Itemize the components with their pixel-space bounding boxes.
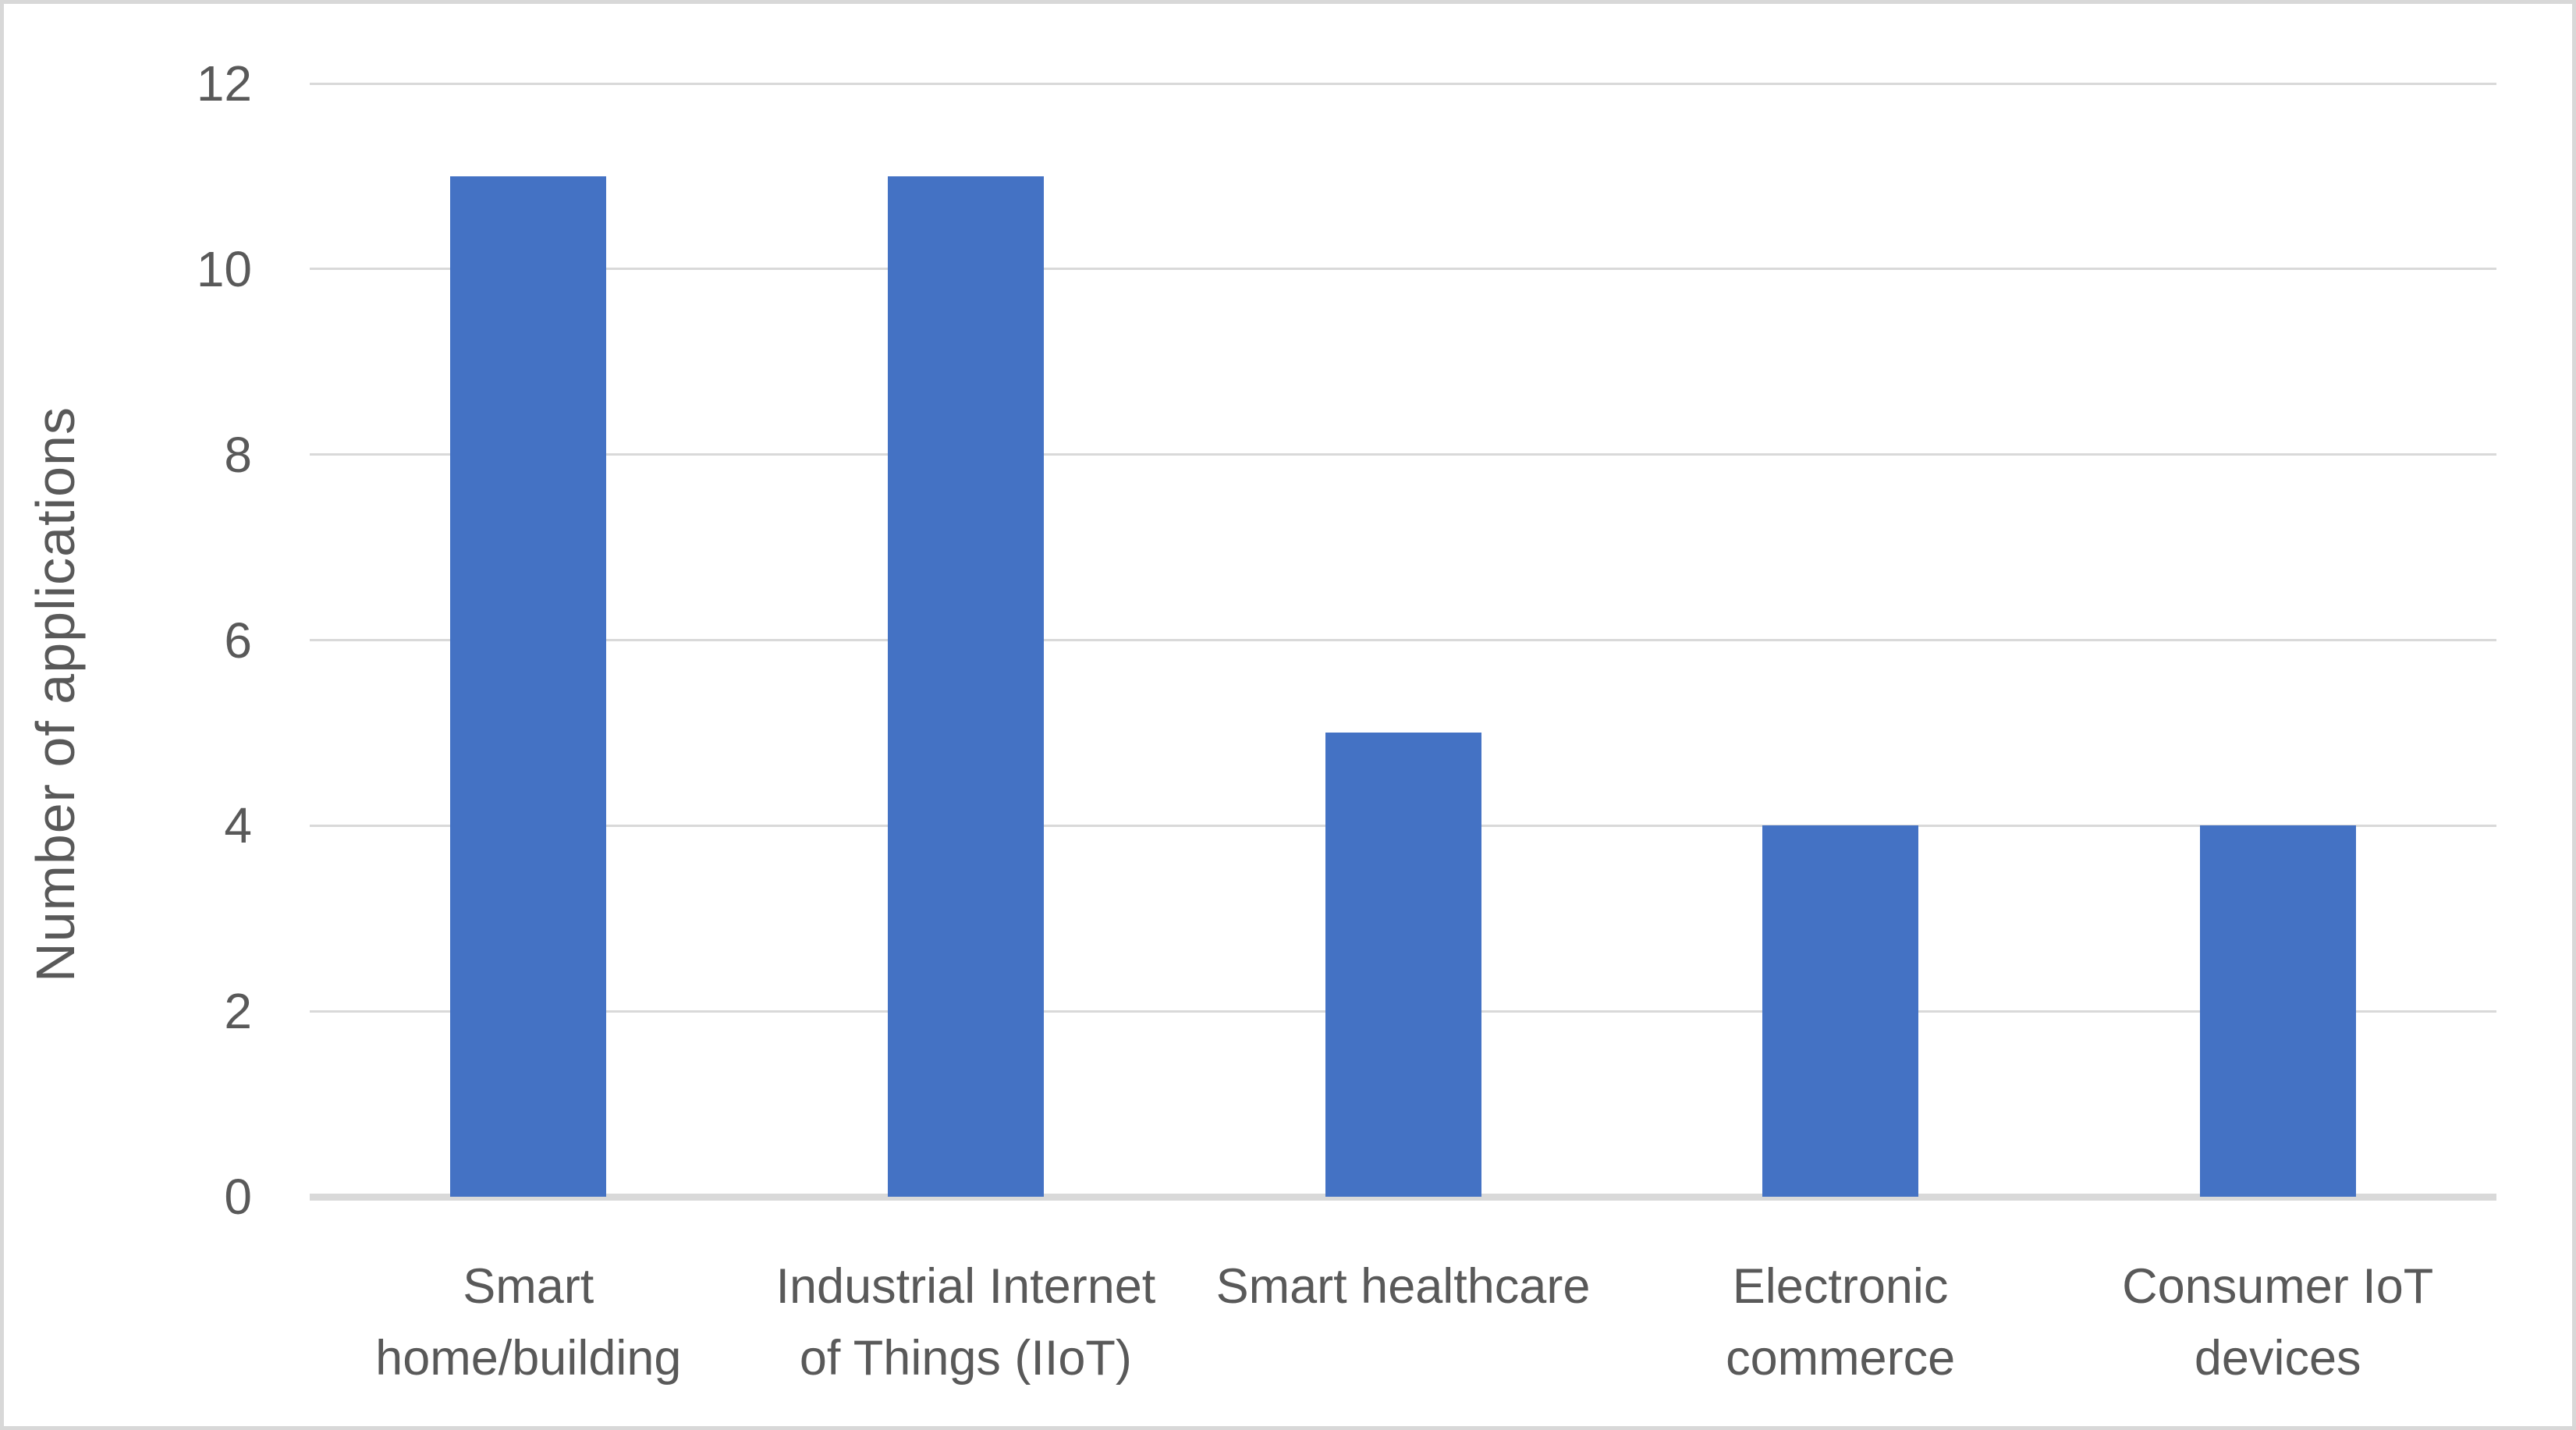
y-axis-tick-label-2: 2 <box>224 983 252 1040</box>
y-axis-tick-labels: 0 2 4 6 8 10 12 <box>4 59 252 1222</box>
gridline-y-10 <box>310 268 2496 271</box>
x-axis-category-label-5: Consumer IoT devices <box>2122 1259 2434 1386</box>
x-axis-category-label-4: Electronic commerce <box>1726 1259 1956 1386</box>
y-axis-tick-label-12: 12 <box>196 55 252 112</box>
y-axis-tick-label-6: 6 <box>224 612 252 669</box>
bar-electronic-commerce <box>1762 825 1919 1197</box>
bar-consumer-iot-devices <box>2199 825 2356 1197</box>
x-axis-category-label-1: Smart home/building <box>375 1259 682 1386</box>
bar-industrial-internet-of-things-iiot <box>887 176 1044 1197</box>
gridline-y-8 <box>310 453 2496 456</box>
x-axis-category-label-3: Smart healthcare <box>1215 1259 1591 1314</box>
x-axis-line <box>310 1194 2496 1201</box>
y-axis-tick-label-4: 4 <box>224 797 252 854</box>
gridline-y-6 <box>310 639 2496 641</box>
plot-area <box>310 82 2496 1201</box>
bar-smart-home-building <box>450 176 607 1197</box>
x-axis-category-labels: Smart home/building Industrial Internet o… <box>310 1251 2496 1422</box>
bar-smart-healthcare <box>1325 733 1481 1197</box>
gridline-y-12 <box>310 82 2496 85</box>
x-axis-category-label-2: Industrial Internet of Things (IIoT) <box>775 1259 1156 1386</box>
y-axis-tick-label-8: 8 <box>224 426 252 483</box>
y-axis-tick-label-0: 0 <box>224 1169 252 1225</box>
y-axis-tick-label-10: 10 <box>196 240 252 297</box>
